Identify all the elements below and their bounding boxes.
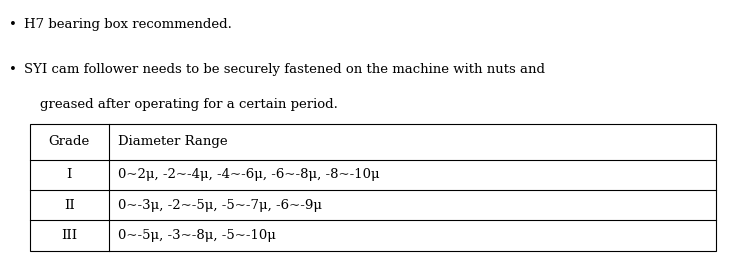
Bar bbox=[30, 124, 716, 251]
Text: Grade: Grade bbox=[48, 135, 90, 148]
Text: •: • bbox=[9, 63, 17, 76]
Text: 0~-5μ, -3~-8μ, -5~-10μ: 0~-5μ, -3~-8μ, -5~-10μ bbox=[118, 229, 275, 242]
Text: 0~2μ, -2~-4μ, -4~-6μ, -6~-8μ, -8~-10μ: 0~2μ, -2~-4μ, -4~-6μ, -6~-8μ, -8~-10μ bbox=[118, 168, 380, 181]
Text: •: • bbox=[9, 18, 17, 31]
Text: greased after operating for a certain period.: greased after operating for a certain pe… bbox=[40, 98, 338, 111]
Text: Diameter Range: Diameter Range bbox=[118, 135, 228, 148]
Text: I: I bbox=[66, 168, 72, 181]
Text: 0~-3μ, -2~-5μ, -5~-7μ, -6~-9μ: 0~-3μ, -2~-5μ, -5~-7μ, -6~-9μ bbox=[118, 199, 322, 212]
Text: SYI cam follower needs to be securely fastened on the machine with nuts and: SYI cam follower needs to be securely fa… bbox=[24, 63, 545, 76]
Text: II: II bbox=[64, 199, 75, 212]
Text: III: III bbox=[61, 229, 78, 242]
Text: H7 bearing box recommended.: H7 bearing box recommended. bbox=[24, 18, 232, 31]
